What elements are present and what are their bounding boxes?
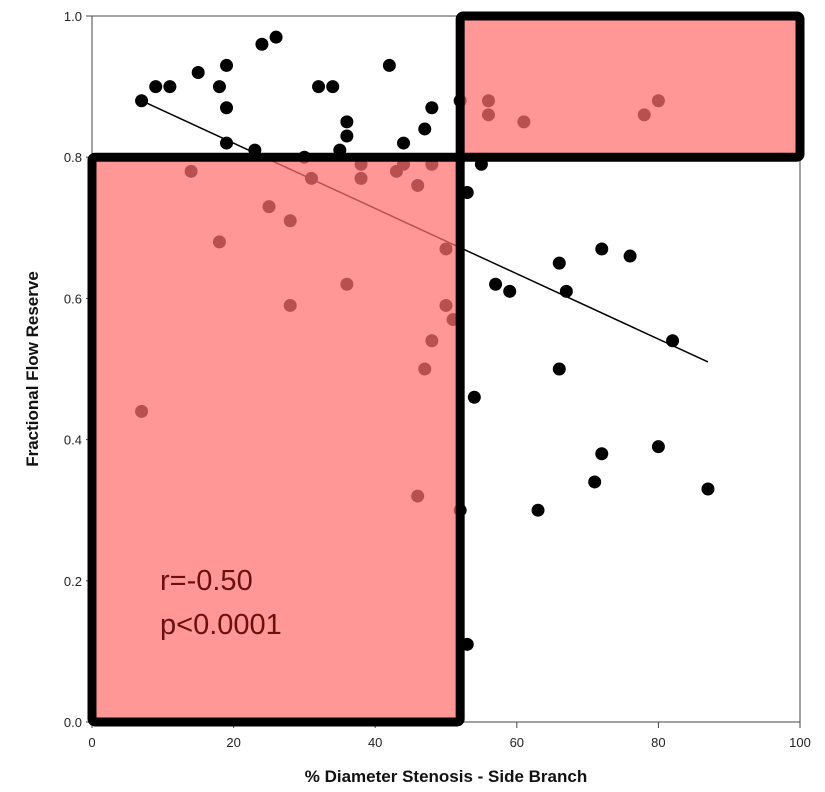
p-value-annotation: p<0.0001: [160, 609, 282, 641]
data-point: [382, 58, 396, 72]
x-tick-label: 80: [651, 735, 665, 750]
data-point: [503, 284, 517, 298]
data-point: [588, 475, 602, 489]
data-point: [467, 390, 481, 404]
data-point: [163, 80, 177, 94]
data-point: [595, 447, 609, 461]
data-point: [220, 101, 234, 115]
y-tick-label: 1.0: [64, 9, 82, 24]
data-point: [701, 482, 715, 496]
data-point: [651, 440, 665, 454]
data-point: [326, 80, 340, 94]
data-point: [220, 58, 234, 72]
highlight-regions: [87, 11, 805, 727]
data-point: [418, 122, 432, 136]
x-axis-title: % Diameter Stenosis - Side Branch: [305, 767, 587, 786]
x-tick-label: 20: [226, 735, 240, 750]
y-tick-label: 0.8: [64, 150, 82, 165]
x-tick-label: 100: [789, 735, 811, 750]
data-point: [595, 242, 609, 256]
data-point: [425, 101, 439, 115]
data-point: [220, 136, 234, 150]
data-point: [623, 249, 637, 263]
data-point: [149, 80, 163, 94]
highlight-region-upper-right: [455, 11, 805, 162]
y-tick-label: 0.0: [64, 715, 82, 730]
y-tick-label: 0.4: [64, 433, 82, 448]
data-point: [269, 30, 283, 44]
y-tick-label: 0.6: [64, 291, 82, 306]
highlight-region-lower-left: [87, 152, 465, 727]
data-point: [340, 115, 354, 129]
data-point: [312, 80, 326, 94]
x-tick-label: 40: [368, 735, 382, 750]
data-point: [212, 80, 226, 94]
y-axis-title: Fractional Flow Reserve: [23, 271, 42, 467]
data-point: [489, 277, 503, 291]
data-point: [340, 129, 354, 143]
data-point: [552, 256, 566, 270]
x-axis: 0 20 40 60 80 100: [88, 722, 811, 750]
data-point: [552, 362, 566, 376]
data-point: [191, 65, 205, 79]
y-tick-label: 0.2: [64, 574, 82, 589]
x-tick-label: 0: [88, 735, 95, 750]
x-tick-label: 60: [510, 735, 524, 750]
r-value-annotation: r=-0.50: [160, 565, 253, 597]
y-axis: 0.0 0.2 0.4 0.6 0.8 1.0: [64, 9, 92, 730]
data-point: [531, 503, 545, 517]
data-point: [397, 136, 411, 150]
data-point: [255, 37, 269, 51]
